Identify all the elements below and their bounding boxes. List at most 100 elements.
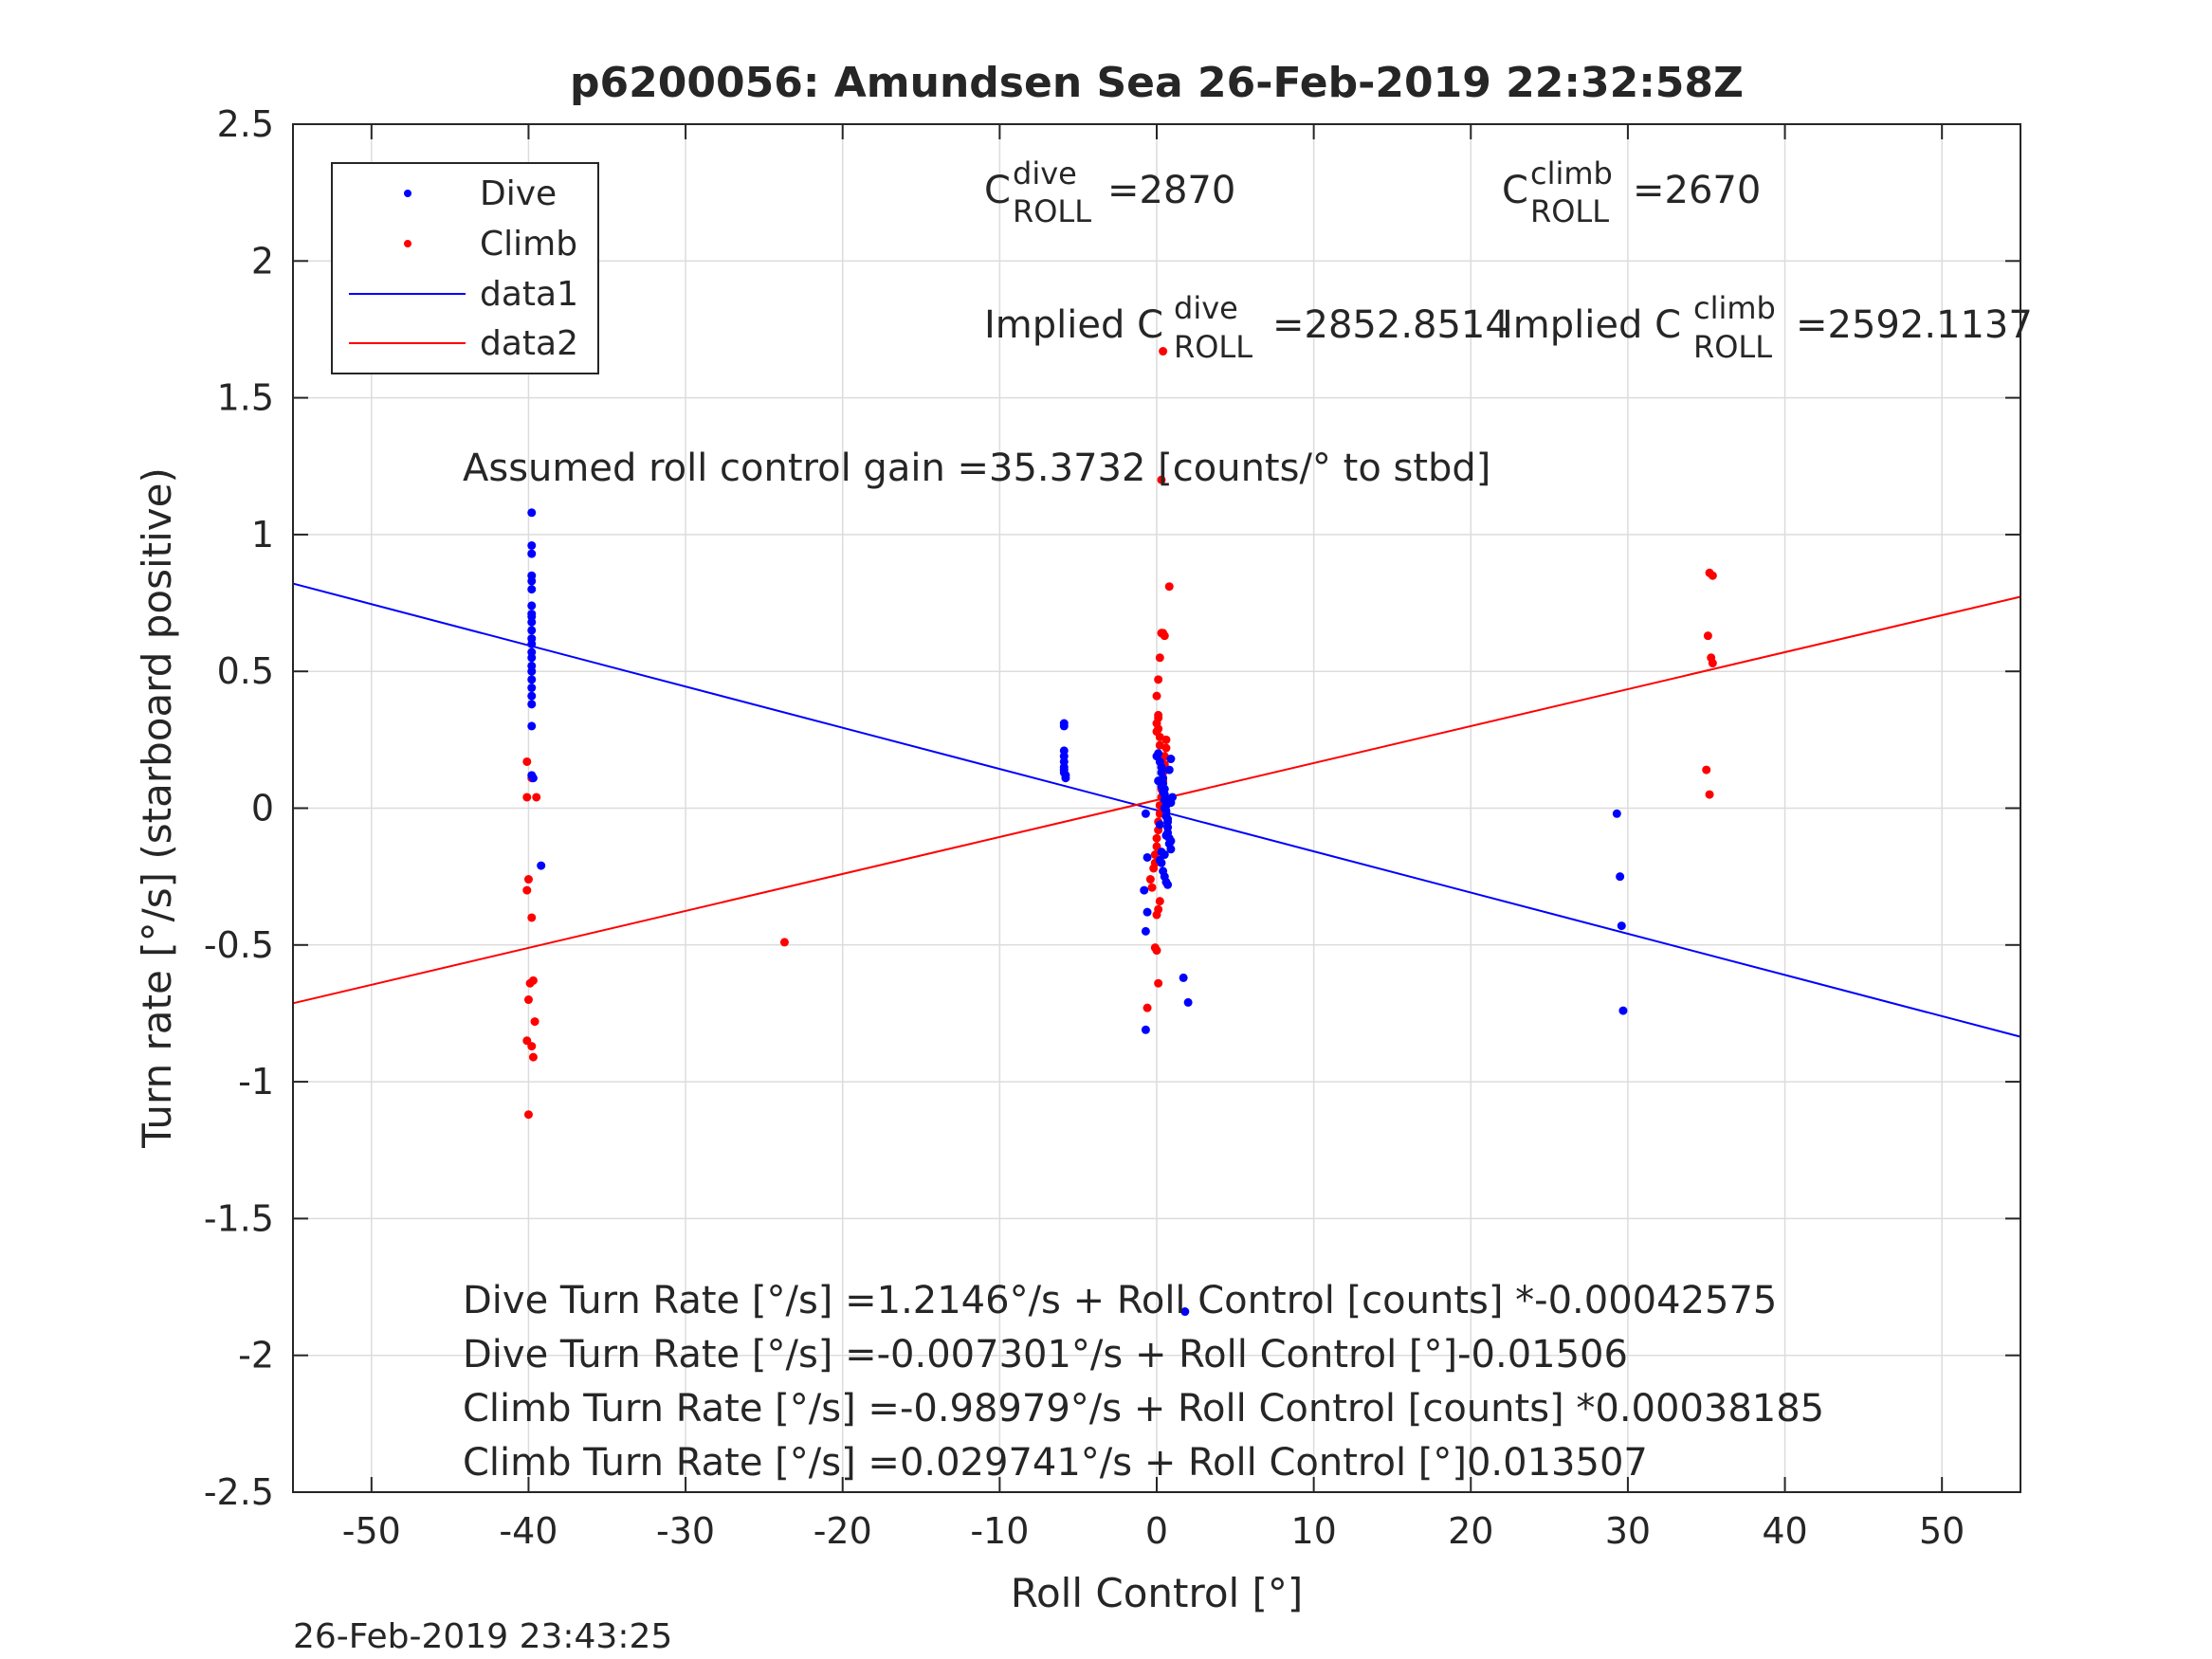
climb-point bbox=[1702, 765, 1711, 775]
y-tick-label: -2 bbox=[238, 1335, 274, 1376]
dive-point bbox=[527, 721, 537, 731]
dive-point bbox=[1180, 1307, 1190, 1317]
fit-line-data2 bbox=[292, 595, 2021, 1005]
climb-point bbox=[1164, 582, 1174, 592]
climb-point bbox=[1154, 978, 1163, 988]
x-tick-label: -40 bbox=[499, 1510, 558, 1552]
timestamp: 26-Feb-2019 23:43:25 bbox=[293, 1617, 672, 1656]
x-tick-label: -10 bbox=[970, 1510, 1029, 1552]
dive-point bbox=[1059, 721, 1069, 731]
climb-point bbox=[1157, 475, 1166, 484]
annotation-c-climb: C climb ROLL =2670 bbox=[1502, 155, 1761, 229]
ticks bbox=[293, 123, 2020, 1493]
y-tick-label: -1 bbox=[238, 1061, 274, 1103]
dive-point bbox=[1183, 997, 1193, 1007]
y-tick-label: 0 bbox=[251, 788, 274, 830]
dive-point bbox=[1154, 776, 1163, 786]
x-tick-labels: -50 -40 -30 -20 -10 0 10 20 30 40 50 bbox=[342, 1510, 1965, 1552]
equation-3: Climb Turn Rate [°/s] =-0.98979°/s + Rol… bbox=[463, 1387, 1824, 1431]
y-axis-label: Turn rate [°/s] (starboard positive) bbox=[134, 467, 180, 1149]
climb-point bbox=[522, 757, 532, 766]
climb-point bbox=[523, 875, 533, 884]
dive-point bbox=[527, 675, 537, 684]
climb-point bbox=[1159, 347, 1168, 356]
climb-point bbox=[1152, 691, 1161, 701]
x-tick-label: -50 bbox=[342, 1510, 401, 1552]
annotation-c-dive: C dive ROLL =2870 bbox=[984, 155, 1235, 229]
c-climb-sup: climb bbox=[1530, 155, 1613, 191]
y-tick-label: -2.5 bbox=[204, 1471, 274, 1513]
implied-dive-main: Implied C bbox=[984, 303, 1163, 347]
dive-point bbox=[1140, 885, 1149, 895]
x-tick-label: 50 bbox=[1919, 1510, 1965, 1552]
climb-point bbox=[1708, 659, 1717, 668]
climb-point bbox=[530, 1017, 539, 1027]
dive-point bbox=[1166, 845, 1176, 854]
dive-point bbox=[527, 653, 537, 663]
climb-point bbox=[1154, 675, 1163, 684]
dive-point bbox=[527, 626, 537, 635]
dive-point bbox=[1141, 926, 1150, 936]
climb-point bbox=[522, 885, 532, 895]
c-dive-sub: ROLL bbox=[1013, 193, 1091, 229]
legend: Dive Climb data1 data2 bbox=[331, 162, 599, 374]
dive-point bbox=[1157, 858, 1166, 867]
dive-point bbox=[1166, 755, 1176, 764]
dive-point bbox=[527, 617, 537, 627]
dive-point bbox=[527, 576, 537, 586]
dive-point bbox=[1155, 820, 1164, 830]
climb-point bbox=[1154, 713, 1163, 722]
x-tick-label: 0 bbox=[1145, 1510, 1168, 1552]
dive-point bbox=[537, 861, 546, 870]
dive-point bbox=[1160, 850, 1169, 860]
x-tick-label: 40 bbox=[1762, 1510, 1807, 1552]
y-tick-label: 1 bbox=[251, 514, 274, 556]
y-tick-label: 2.5 bbox=[217, 103, 274, 145]
dive-point bbox=[1617, 921, 1626, 931]
climb-point bbox=[528, 1052, 538, 1062]
equation-1: Dive Turn Rate [°/s] =1.2146°/s + Roll C… bbox=[463, 1279, 1777, 1322]
annotation-implied-climb: Implied C climb ROLL =2592.1137 bbox=[1502, 290, 2033, 365]
dive-point bbox=[527, 508, 537, 518]
climb-point bbox=[1143, 1003, 1152, 1012]
y-tick-label: 2 bbox=[251, 240, 274, 282]
climb-point bbox=[1145, 875, 1155, 884]
dive-point bbox=[527, 700, 537, 709]
implied-climb-main: Implied C bbox=[1502, 303, 1681, 347]
x-tick-label: 30 bbox=[1605, 1510, 1651, 1552]
dive-point bbox=[1143, 907, 1152, 917]
climb-point bbox=[1708, 571, 1717, 580]
y-tick-labels: 2.5 2 1.5 1 0.5 0 -0.5 -1 -1.5 -2 -2.5 bbox=[204, 103, 274, 1513]
dive-point bbox=[1616, 872, 1625, 882]
y-tick-label: -0.5 bbox=[204, 924, 274, 966]
dive-point bbox=[527, 684, 537, 693]
climb-point bbox=[522, 793, 532, 802]
climb-point bbox=[1155, 897, 1164, 906]
implied-dive-sup: dive bbox=[1174, 290, 1238, 326]
y-tick-label: 1.5 bbox=[217, 377, 274, 419]
x-axis-label: Roll Control [°] bbox=[1011, 1570, 1304, 1616]
y-tick-label: -1.5 bbox=[204, 1197, 274, 1239]
dive-point bbox=[1160, 804, 1169, 812]
c-dive-value: =2870 bbox=[1107, 169, 1235, 212]
dive-point bbox=[527, 639, 537, 648]
climb-point bbox=[523, 995, 533, 1005]
dive-point bbox=[527, 540, 537, 550]
legend-dive-label: Dive bbox=[480, 174, 557, 213]
climb-point bbox=[1703, 631, 1712, 641]
dive-point bbox=[1179, 973, 1188, 982]
dive-point bbox=[1163, 814, 1173, 824]
equation-4: Climb Turn Rate [°/s] =0.029741°/s + Rol… bbox=[463, 1441, 1648, 1485]
fit-lines bbox=[292, 582, 2021, 1038]
dive-point bbox=[1141, 809, 1150, 818]
dive-point bbox=[1154, 749, 1163, 758]
climb-point bbox=[1152, 833, 1161, 843]
implied-climb-sup: climb bbox=[1693, 290, 1776, 326]
climb-point bbox=[1152, 946, 1161, 956]
equation-2: Dive Turn Rate [°/s] =-0.007301°/s + Rol… bbox=[463, 1333, 1628, 1376]
dive-point bbox=[527, 585, 537, 594]
dive-point bbox=[1141, 1025, 1150, 1034]
y-tick-label: 0.5 bbox=[217, 650, 274, 692]
legend-climb-label: Climb bbox=[480, 225, 577, 264]
